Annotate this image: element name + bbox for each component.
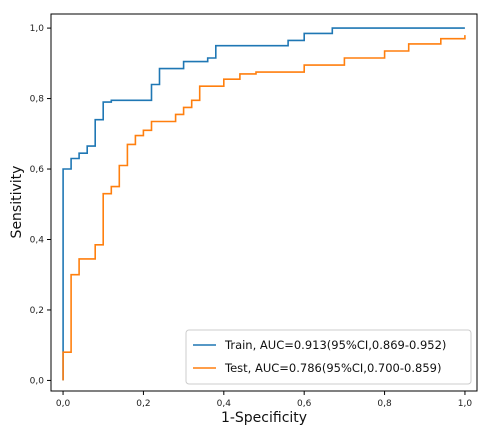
plot-area: [50, 13, 478, 392]
x-tick-label: 0,8: [377, 399, 392, 409]
y-tick-label: 0,4: [30, 235, 45, 245]
y-tick-label: 0,0: [30, 376, 45, 386]
x-tick-label: 0,4: [217, 399, 232, 409]
y-tick-label: 0,6: [30, 165, 45, 175]
x-axis-title: 1-Specificity: [221, 410, 307, 426]
series-layer: [62, 27, 466, 381]
x-axis-ticks: 0,0 0,2 0,4 0,6 0,8 1,0: [56, 391, 472, 409]
series-line-train: [62, 27, 465, 381]
legend-box: [185, 329, 472, 385]
y-tick-label: 0,2: [30, 306, 44, 316]
legend-label-train: Train, AUC=0.913(95%CI,0.869-0.952): [224, 338, 446, 352]
y-tick-label: 0,8: [30, 95, 45, 105]
y-tick-label: 1,0: [30, 24, 45, 34]
x-tick-label: 0,2: [136, 399, 150, 409]
y-axis-title: Sensitivity: [9, 166, 25, 239]
y-axis-ticks: 0,0 0,2 0,4 0,6 0,8 1,0: [30, 24, 51, 386]
series-line-test: [62, 35, 466, 381]
x-tick-label: 0,6: [297, 399, 312, 409]
x-tick-label: 0,0: [56, 399, 71, 409]
legend-label-test: Test, AUC=0.786(95%CI,0.700-0.859): [224, 361, 441, 375]
legend: Train, AUC=0.913(95%CI,0.869-0.952) Test…: [185, 329, 472, 385]
x-tick-label: 1,0: [458, 399, 473, 409]
